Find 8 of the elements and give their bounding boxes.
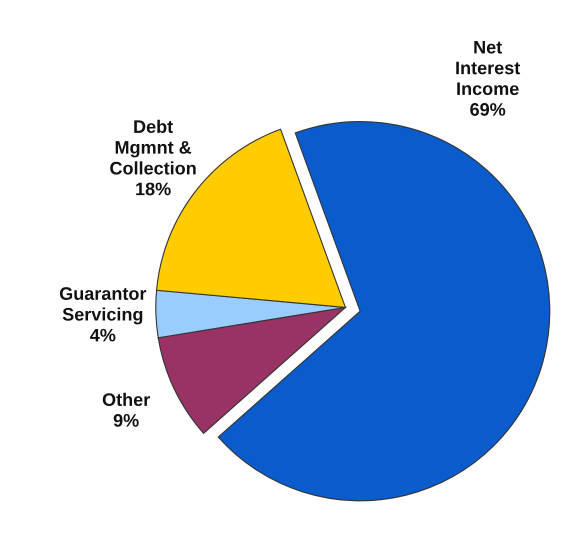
data-label: 69% — [470, 103, 506, 116]
data-label: 4% — [90, 328, 116, 342]
slice-label: Guarantor Servicing — [60, 287, 146, 324]
data-label: 18% — [136, 182, 171, 196]
data-label: 9% — [114, 414, 139, 427]
slice-label: Net Interest Income — [456, 40, 520, 96]
slice-label: Other — [102, 392, 150, 406]
slice-label: Debt Mgmnt & Collection — [110, 120, 196, 175]
